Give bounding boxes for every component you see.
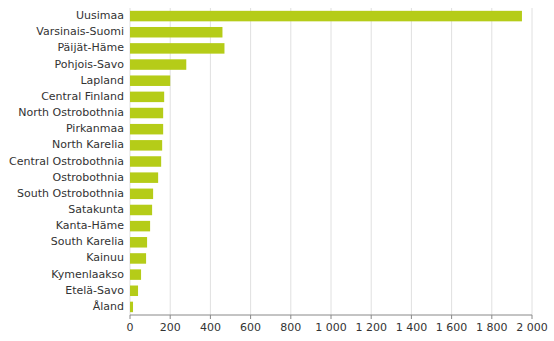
x-ticks: 0 200 400 600 800 1 000 1 200 1 400 1 600 1 800 2 … — [127, 315, 548, 334]
grid-line — [250, 8, 251, 315]
bar — [130, 156, 161, 167]
tick-label: 1 200 — [355, 321, 387, 334]
tick-mark — [532, 315, 533, 319]
tick-mark — [250, 315, 251, 319]
bar — [130, 237, 147, 248]
category-label: North Karelia — [52, 138, 124, 151]
category-label: Päijät-Häme — [57, 41, 124, 54]
category-label: South Karelia — [51, 235, 124, 248]
grid-line — [451, 8, 452, 315]
tick-mark — [411, 315, 412, 319]
tick-mark — [451, 315, 452, 319]
tick-label: 400 — [200, 321, 221, 334]
tick-mark — [130, 315, 131, 319]
category-label: Lapland — [80, 74, 124, 87]
bar — [130, 140, 162, 151]
category-label: Pirkanmaa — [66, 122, 124, 135]
grid-line — [210, 8, 211, 315]
tick-label: 800 — [280, 321, 301, 334]
bars — [130, 11, 522, 312]
tick-mark — [170, 315, 171, 319]
x-axis-line — [130, 315, 532, 316]
category-label: Central Ostrobothnia — [9, 155, 124, 168]
category-label: Etelä-Savo — [65, 284, 124, 297]
tick-label: 1 400 — [396, 321, 428, 334]
category-label: Pohjois-Savo — [55, 58, 125, 71]
tick-mark — [371, 315, 372, 319]
category-label: Satakunta — [68, 203, 124, 216]
category-label: Ostrobothnia — [53, 171, 124, 184]
bar — [130, 253, 146, 264]
bar — [130, 11, 522, 22]
category-label: Kainuu — [86, 251, 124, 264]
bar — [130, 124, 163, 135]
bar — [130, 205, 152, 216]
grid-line — [491, 8, 492, 315]
bar — [130, 172, 158, 183]
category-label: Åland — [93, 300, 124, 313]
tick-mark — [210, 315, 211, 319]
category-label: South Ostrobothnia — [17, 187, 124, 200]
bar — [130, 59, 186, 70]
category-label: Varsinais-Suomi — [36, 25, 124, 38]
category-label: Uusimaa — [76, 9, 124, 22]
tick-label: 200 — [160, 321, 181, 334]
bar — [130, 189, 153, 200]
chart: Uusimaa Varsinais-Suomi Päijät-Häme Pohjois… — [0, 0, 554, 341]
tick-label: 1 600 — [436, 321, 468, 334]
tick-label: 600 — [240, 321, 261, 334]
bar — [130, 108, 163, 119]
grid — [130, 8, 532, 315]
grid-line — [331, 8, 332, 315]
grid-line — [371, 8, 372, 315]
tick-mark — [331, 315, 332, 319]
grid-line — [532, 8, 533, 315]
bar — [130, 269, 141, 280]
tick-mark — [290, 315, 291, 319]
grid-line — [411, 8, 412, 315]
bar — [130, 92, 164, 103]
tick-label: 2 000 — [516, 321, 548, 334]
category-label: Kanta-Häme — [56, 219, 124, 232]
tick-label: 1 800 — [476, 321, 508, 334]
bar — [130, 43, 224, 54]
grid-line — [290, 8, 291, 315]
category-label: Kymenlaakso — [51, 268, 124, 281]
tick-label: 0 — [127, 321, 134, 334]
bar — [130, 302, 133, 313]
category-labels: Uusimaa Varsinais-Suomi Päijät-Häme Pohjois… — [9, 9, 124, 313]
grid-line — [170, 8, 171, 315]
category-label: North Ostrobothnia — [18, 106, 124, 119]
tick-label: 1 000 — [315, 321, 347, 334]
bar — [130, 75, 170, 86]
bar — [130, 286, 138, 297]
bar — [130, 221, 150, 232]
category-label: Central Finland — [41, 90, 124, 103]
tick-mark — [491, 315, 492, 319]
bar — [130, 27, 222, 38]
